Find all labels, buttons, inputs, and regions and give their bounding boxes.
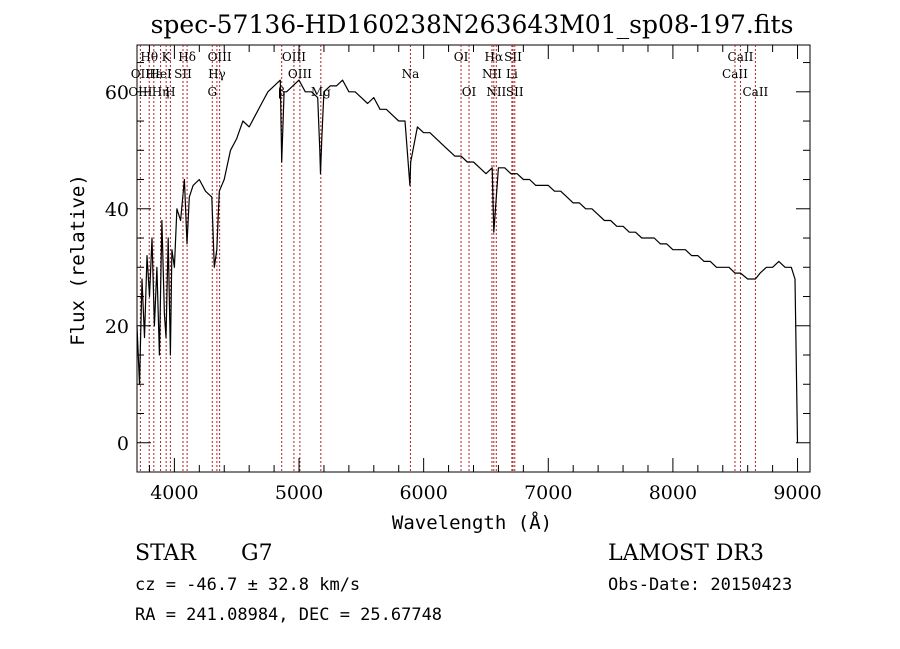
line-annotation: Hα xyxy=(485,50,504,64)
x-tick-label: 6000 xyxy=(399,482,447,504)
x-tick-label: 4000 xyxy=(150,482,198,504)
line-annotation: OIII xyxy=(208,50,232,64)
x-tick-label: 5000 xyxy=(275,482,323,504)
chart-title: spec-57136-HD160238N263643M01_sp08-197.f… xyxy=(151,10,794,39)
y-tick-label: 60 xyxy=(105,82,129,104)
y-axis-label: Flux (relative) xyxy=(67,174,89,346)
y-tick-label: 20 xyxy=(105,316,129,338)
redshift-cz: cz = -46.7 ± 32.8 km/s xyxy=(135,575,360,595)
line-annotation: Li xyxy=(506,67,518,81)
line-annotation: NII xyxy=(486,85,506,99)
line-annotation: H xyxy=(165,85,175,99)
line-annotation: CaII xyxy=(742,85,768,99)
line-marker-group xyxy=(139,45,756,472)
line-annotation: SII xyxy=(174,67,192,81)
line-annotation: HeI xyxy=(149,67,172,81)
line-annotation: OIII xyxy=(282,50,306,64)
line-annotation: OI xyxy=(454,50,469,64)
line-annotation: OII xyxy=(131,67,151,81)
line-annotation: K xyxy=(162,50,172,64)
line-annotation: Hδ xyxy=(178,50,196,64)
line-annotation: Hθ xyxy=(140,50,158,64)
spectrum-line xyxy=(136,79,799,443)
survey-name: LAMOST DR3 xyxy=(608,541,764,566)
line-annotation: β xyxy=(278,85,285,99)
line-annotation: NII xyxy=(482,67,502,81)
subclass: G7 xyxy=(241,541,273,566)
obs-date: Obs-Date: 20150423 xyxy=(608,575,792,595)
y-tick-label: 0 xyxy=(117,433,129,455)
plot-frame xyxy=(136,44,811,473)
x-tick-label: 8000 xyxy=(649,482,697,504)
y-tick-label: 40 xyxy=(105,199,129,221)
x-tick-label: 9000 xyxy=(773,482,821,504)
line-annotation: G xyxy=(207,85,217,99)
line-annotation: Hε xyxy=(145,67,162,81)
line-annotation: OIII xyxy=(288,67,312,81)
line-annotation: CaII xyxy=(722,67,748,81)
line-annotation: CaII xyxy=(728,50,754,64)
line-annotation: SII xyxy=(506,85,524,99)
x-axis-label: Wavelength (Å) xyxy=(392,511,552,534)
spectrum-group xyxy=(136,79,799,443)
line-annotation: OIII xyxy=(128,85,152,99)
line-annotation: SII xyxy=(504,50,522,64)
object-class: STAR xyxy=(135,541,197,566)
line-annotation: OI xyxy=(462,85,477,99)
ra-dec: RA = 241.08984, DEC = 25.67748 xyxy=(135,605,442,625)
line-annotation: Hη xyxy=(152,85,170,99)
line-annotation: Hγ xyxy=(208,67,226,81)
line-annotation: Mg xyxy=(311,85,331,99)
axis-ticks: 4000 5000 6000 7000 8000 9000 0 20 40 60 xyxy=(105,45,822,504)
x-tick-label: 7000 xyxy=(524,482,572,504)
line-annotation: Na xyxy=(402,67,420,81)
